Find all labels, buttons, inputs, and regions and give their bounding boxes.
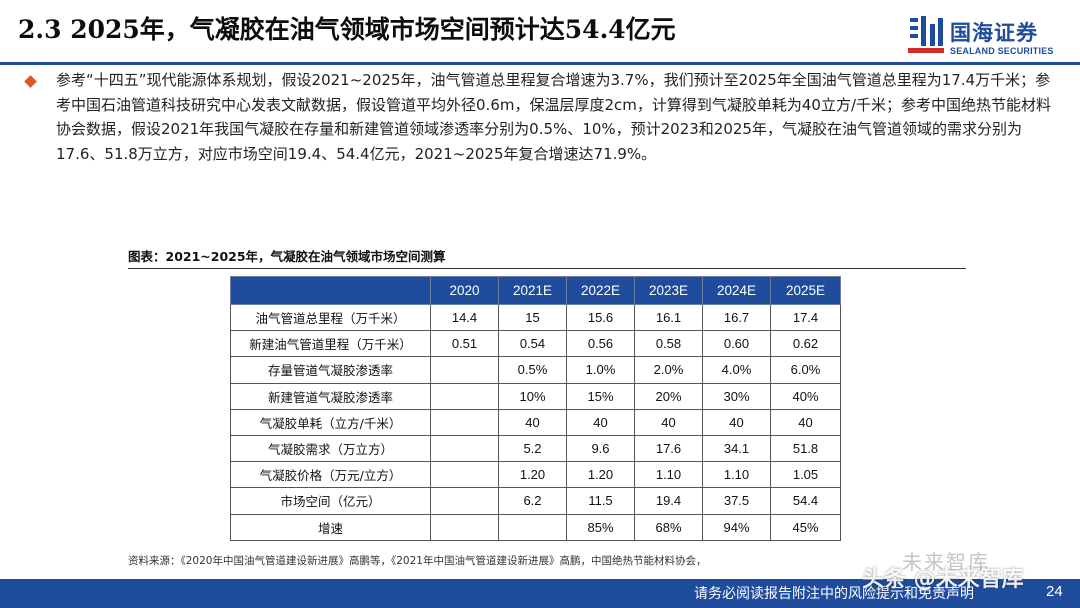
table-cell: 40 (566, 408, 635, 436)
title-divider (0, 62, 1080, 65)
footer-disclaimer: 请务必阅读报告附注中的风险提示和免责声明 (694, 586, 974, 602)
table-cell (430, 434, 499, 463)
row-label: 存量管道气凝胶渗透率 (230, 356, 431, 384)
table-cell: 15% (566, 382, 635, 410)
table-row: 气凝胶需求（万立方） 5.2 9.6 17.6 34.1 51.8 (230, 434, 841, 463)
table-cell: 1.05 (770, 461, 841, 489)
header-cell: 2020 (430, 276, 499, 305)
table-cell: 0.62 (770, 330, 841, 358)
table-row: 油气管道总里程（万千米） 14.4 15 15.6 16.1 16.7 17.4 (230, 303, 841, 332)
table-row: 气凝胶单耗（立方/千米） 40 40 40 40 40 (230, 408, 841, 436)
table-cell: 10% (498, 382, 567, 410)
table-cell: 11.5 (566, 487, 635, 515)
table-row: 市场空间（亿元） 6.2 11.5 19.4 37.5 54.4 (230, 487, 841, 515)
table-cell: 19.4 (634, 487, 703, 515)
table-cell: 68% (634, 513, 703, 541)
table-cell: 16.7 (702, 303, 771, 332)
header-cell (230, 276, 431, 305)
table-cell: 1.10 (634, 461, 703, 489)
table-cell: 40 (702, 408, 771, 436)
table-cell: 0.56 (566, 330, 635, 358)
body-paragraph: 参考“十四五”现代能源体系规划，假设2021~2025年，油气管道总里程复合增速… (56, 71, 1052, 163)
table-cell (498, 513, 567, 541)
table-cell: 40% (770, 382, 841, 410)
table-cell: 40 (498, 408, 567, 436)
table-cell (430, 408, 499, 436)
table-cell: 1.20 (498, 461, 567, 489)
table-row: 增速 85% 68% 94% 45% (230, 513, 841, 541)
table-cell: 40 (770, 408, 841, 436)
table-cell: 17.4 (770, 303, 841, 332)
table-cell: 2.0% (634, 356, 703, 384)
table-cell: 40 (634, 408, 703, 436)
table-cell: 0.58 (634, 330, 703, 358)
header-cell: 2023E (634, 276, 703, 305)
source-note: 资料来源：《2020年中国油气管道建设新进展》高鹏等，《2021年中国油气管道建… (128, 555, 707, 567)
row-label: 气凝胶价格（万元/立方） (230, 461, 431, 489)
table-cell: 6.0% (770, 356, 841, 384)
sealand-logo-icon (908, 16, 944, 53)
table-cell: 1.20 (566, 461, 635, 489)
table-header-row: 2020 2021E 2022E 2023E 2024E 2025E (230, 276, 841, 305)
table-cell: 45% (770, 513, 841, 541)
caption-divider (128, 268, 966, 269)
page-number: 24 (1046, 583, 1063, 600)
header-cell: 2022E (566, 276, 635, 305)
table-cell (430, 461, 499, 489)
table-row: 新建油气管道里程（万千米） 0.51 0.54 0.56 0.58 0.60 0… (230, 330, 841, 358)
table-cell: 6.2 (498, 487, 567, 515)
row-label: 气凝胶单耗（立方/千米） (230, 408, 431, 436)
table-cell: 15.6 (566, 303, 635, 332)
watermark-bottom: 头条 @未来智库 (862, 567, 1024, 592)
table-cell: 16.1 (634, 303, 703, 332)
header-cell: 2021E (498, 276, 567, 305)
row-label: 市场空间（亿元） (230, 487, 431, 515)
table-cell: 0.51 (430, 330, 499, 358)
header-cell: 2024E (702, 276, 771, 305)
row-label: 新建油气管道里程（万千米） (230, 330, 431, 358)
table-cell: 34.1 (702, 434, 771, 463)
table-cell (430, 487, 499, 515)
table-cell (430, 382, 499, 410)
watermark-top: 未来智库 (902, 550, 990, 574)
table-cell: 54.4 (770, 487, 841, 515)
table-cell: 30% (702, 382, 771, 410)
footer-bar (0, 579, 1080, 608)
table-cell: 51.8 (770, 434, 841, 463)
page-title: 2.3 2025年，气凝胶在油气领域市场空间预计达54.4亿元 (18, 15, 676, 44)
table-cell: 94% (702, 513, 771, 541)
table-cell: 1.0% (566, 356, 635, 384)
sealand-logo: 国海证券 SEALAND SECURITIES (908, 14, 1068, 62)
table-row: 气凝胶价格（万元/立方） 1.20 1.20 1.10 1.10 1.05 (230, 461, 841, 489)
header-cell: 2025E (770, 276, 841, 305)
table-cell: 1.10 (702, 461, 771, 489)
table-cell (430, 513, 499, 541)
table-cell: 4.0% (702, 356, 771, 384)
table-cell: 37.5 (702, 487, 771, 515)
table-cell: 0.60 (702, 330, 771, 358)
table-cell: 85% (566, 513, 635, 541)
table-cell: 0.54 (498, 330, 567, 358)
diamond-bullet-icon (24, 75, 37, 88)
table-cell (430, 356, 499, 384)
table-row: 新建管道气凝胶渗透率 10% 15% 20% 30% 40% (230, 382, 841, 410)
row-label: 增速 (230, 513, 431, 541)
table-cell: 17.6 (634, 434, 703, 463)
row-label: 油气管道总里程（万千米） (230, 303, 431, 332)
table-cell: 0.5% (498, 356, 567, 384)
logo-name-en: SEALAND SECURITIES (950, 46, 1054, 56)
table-cell: 20% (634, 382, 703, 410)
table-caption: 图表：2021~2025年，气凝胶在油气领域市场空间测算 (128, 249, 446, 264)
table-cell: 14.4 (430, 303, 499, 332)
table-cell: 15 (498, 303, 567, 332)
table-cell: 9.6 (566, 434, 635, 463)
table-row: 存量管道气凝胶渗透率 0.5% 1.0% 2.0% 4.0% 6.0% (230, 356, 841, 384)
row-label: 新建管道气凝胶渗透率 (230, 382, 431, 410)
logo-name-cn: 国海证券 (950, 21, 1038, 45)
market-space-table: 2020 2021E 2022E 2023E 2024E 2025E 油气管道总… (230, 276, 841, 541)
table-cell: 5.2 (498, 434, 567, 463)
row-label: 气凝胶需求（万立方） (230, 434, 431, 463)
